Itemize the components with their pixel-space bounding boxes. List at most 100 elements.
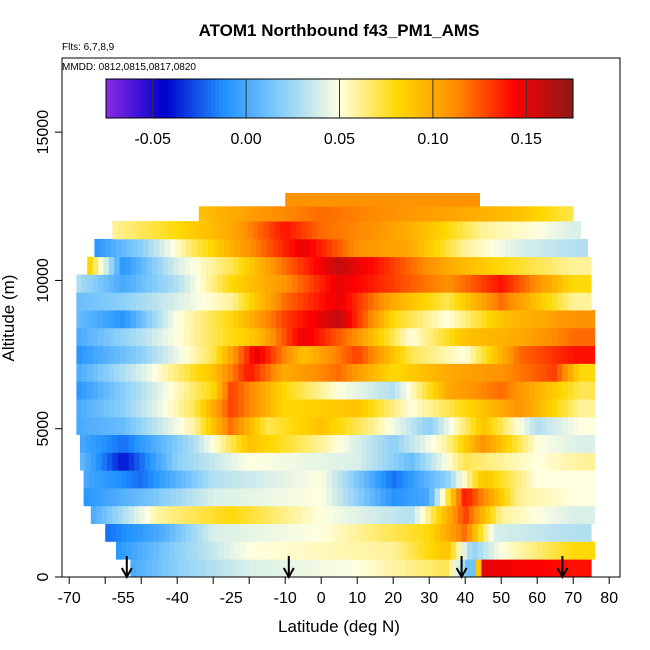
heatmap-cell bbox=[386, 523, 392, 542]
heatmap-cell bbox=[499, 238, 506, 258]
heatmap-cell bbox=[112, 221, 119, 240]
heatmap-cell bbox=[409, 192, 416, 207]
heatmap-cell bbox=[270, 327, 277, 347]
heatmap-cell bbox=[443, 399, 450, 418]
heatmap-cell bbox=[378, 416, 385, 436]
heatmap-cell bbox=[467, 470, 473, 489]
heatmap-cell bbox=[292, 399, 299, 418]
heatmap-cell bbox=[589, 345, 596, 364]
heatmap-cell bbox=[429, 470, 435, 489]
heatmap-cell bbox=[184, 399, 191, 418]
heatmap-cell bbox=[333, 505, 340, 525]
heatmap-cell bbox=[436, 192, 443, 207]
heatmap-cell bbox=[362, 256, 369, 275]
heatmap-cell bbox=[351, 559, 358, 578]
heatmap-cell bbox=[260, 416, 266, 436]
heatmap-cell bbox=[213, 488, 219, 507]
heatmap-cell bbox=[524, 381, 531, 400]
heatmap-cell bbox=[260, 327, 266, 347]
heatmap-cell bbox=[274, 221, 281, 240]
heatmap-cell bbox=[155, 434, 162, 453]
heatmap-cell bbox=[290, 221, 297, 240]
heatmap-cell bbox=[366, 434, 372, 453]
heatmap-cell bbox=[90, 452, 97, 471]
heatmap-cell bbox=[506, 434, 513, 453]
heatmap-cell bbox=[323, 452, 329, 471]
heatmap-cell bbox=[164, 238, 171, 258]
heatmap-cell bbox=[148, 541, 155, 560]
colorbar-segment bbox=[471, 79, 477, 118]
heatmap-cell bbox=[477, 541, 484, 560]
heatmap-cell bbox=[238, 381, 245, 400]
heatmap-cell bbox=[542, 488, 549, 507]
heatmap-cell bbox=[265, 310, 272, 329]
heatmap-cell bbox=[326, 488, 333, 507]
heatmap-cell bbox=[243, 559, 250, 578]
heatmap-cell bbox=[366, 221, 372, 240]
heatmap-cell bbox=[486, 310, 493, 329]
heatmap-cell bbox=[395, 381, 401, 400]
heatmap-cell bbox=[467, 523, 473, 542]
heatmap-cell bbox=[373, 292, 380, 311]
heatmap-cell bbox=[526, 470, 533, 489]
heatmap-cell bbox=[317, 221, 324, 240]
heatmap-band-13 bbox=[76, 327, 596, 347]
heatmap-cell bbox=[333, 434, 340, 453]
heatmap-cell bbox=[202, 470, 209, 489]
heatmap-cell bbox=[83, 488, 90, 507]
heatmap-cell bbox=[512, 434, 518, 453]
heatmap-cell bbox=[317, 206, 324, 222]
heatmap-cell bbox=[98, 327, 104, 347]
heatmap-cell bbox=[209, 505, 216, 525]
heatmap-cell bbox=[422, 327, 428, 347]
heatmap-cell bbox=[157, 399, 164, 418]
heatmap-cell bbox=[135, 399, 142, 418]
heatmap-cell bbox=[94, 238, 101, 258]
heatmap-cell bbox=[337, 488, 344, 507]
heatmap-cell bbox=[218, 523, 225, 542]
heatmap-cell bbox=[290, 505, 297, 525]
heatmap-cell bbox=[139, 434, 146, 453]
heatmap-cell bbox=[360, 434, 367, 453]
heatmap-cell bbox=[240, 488, 246, 507]
colorbar-segment bbox=[230, 79, 235, 118]
heatmap-cell bbox=[324, 381, 331, 400]
heatmap-cell bbox=[287, 416, 293, 436]
heatmap-cell bbox=[470, 381, 477, 400]
heatmap-cell bbox=[490, 206, 497, 222]
heatmap-cell bbox=[540, 559, 547, 578]
heatmap-cell bbox=[168, 363, 174, 382]
heatmap-cell bbox=[337, 523, 344, 542]
heatmap-cell bbox=[416, 399, 423, 418]
heatmap-cell bbox=[98, 310, 104, 329]
heatmap-cell bbox=[249, 292, 255, 311]
heatmap-cell bbox=[477, 488, 484, 507]
heatmap-cell bbox=[440, 541, 446, 560]
heatmap-cell bbox=[377, 452, 383, 471]
heatmap-cell bbox=[166, 434, 173, 453]
heatmap-cell bbox=[492, 559, 498, 578]
heatmap-cell bbox=[346, 274, 353, 293]
heatmap-cell bbox=[215, 206, 221, 222]
heatmap-cell bbox=[492, 416, 498, 436]
heatmap-cell bbox=[463, 192, 470, 207]
heatmap-cell bbox=[180, 488, 187, 507]
heatmap-cell bbox=[576, 505, 583, 525]
heatmap-cell bbox=[312, 221, 318, 240]
heatmap-cell bbox=[297, 363, 304, 382]
heatmap-cell bbox=[551, 274, 558, 293]
heatmap-cell bbox=[494, 470, 500, 489]
heatmap-cell bbox=[108, 327, 115, 347]
heatmap-cell bbox=[441, 505, 448, 525]
heatmap-cell bbox=[341, 292, 347, 311]
heatmap-cell bbox=[173, 292, 180, 311]
heatmap-cell bbox=[128, 221, 135, 240]
heatmap-cell bbox=[535, 416, 542, 436]
heatmap-cell bbox=[443, 381, 450, 400]
heatmap-cell bbox=[238, 310, 245, 329]
heatmap-cell bbox=[101, 452, 108, 471]
heatmap-cell bbox=[513, 399, 520, 418]
heatmap-band-11 bbox=[76, 363, 596, 382]
heatmap-cell bbox=[458, 452, 464, 471]
heatmap-cell bbox=[303, 274, 309, 293]
